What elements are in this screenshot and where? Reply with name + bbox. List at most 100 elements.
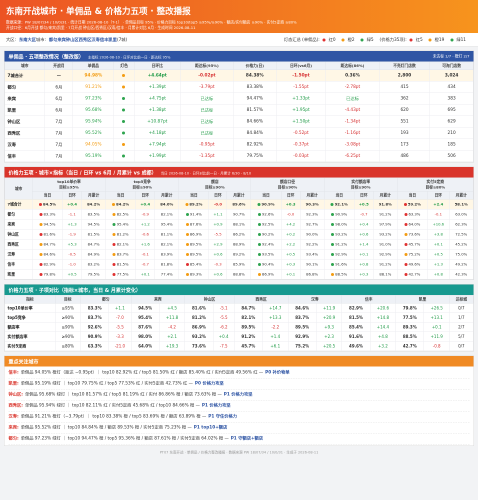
light-dot [122, 85, 126, 89]
value: +1.2 [140, 222, 150, 227]
row: 来宾 6月 97.23% +4.75pt 已达标 94.47% +1.33pt 已达标 362 3… [4, 92, 474, 105]
value: -1.0 [68, 262, 76, 267]
group-target: 目标≥90% [277, 185, 298, 190]
column-header: 可淘门店数 [429, 61, 474, 70]
city-header: 汉寿 [287, 295, 343, 304]
focus-item: 都匀: 单佣品 97.23% 绿灯 ｜ top10 94.47% 橙 / top5… [8, 434, 470, 445]
cell: +4.5 [159, 303, 186, 313]
value: 86.2% [232, 232, 245, 237]
light-dot [112, 213, 116, 216]
section-heading: 价格力五项 · 城市×指标（当日 / 日环 vs 6月 / 月累计 vs 成都）… [9, 169, 252, 177]
cell: 81.1% [154, 229, 180, 240]
cell: +0.1 [423, 322, 450, 332]
cell: -0.52pt [275, 127, 327, 139]
column-header: 目标 [54, 295, 81, 304]
cell: +0.5 [280, 249, 301, 260]
cell: +1.2 [135, 219, 156, 230]
group-target: 目标≥90% [132, 185, 152, 190]
cell: +0.5 [427, 249, 450, 260]
value: 93.2% [335, 232, 348, 237]
value: -0.0 [286, 212, 295, 217]
value: 62.3% [455, 222, 468, 227]
cell: 77.5% [395, 312, 425, 323]
value: 89.2% [232, 252, 245, 257]
city: 来宾: [8, 425, 19, 430]
cell: -3.79pt [180, 81, 234, 93]
value: -1.9 [68, 232, 76, 237]
sub-header: 日环 [62, 191, 82, 200]
city: 信丰 [4, 259, 33, 270]
cell: +0.4 [62, 199, 82, 210]
value: -0.3 [214, 262, 222, 267]
count: 2/7 [449, 322, 474, 332]
sub-header: 当日 [397, 191, 428, 200]
value: +0.5 [286, 252, 296, 257]
count: 1/7 [449, 312, 474, 323]
cell: 49.2% [448, 259, 474, 270]
value: 91.6% [335, 262, 348, 267]
value: +1.4 [359, 242, 369, 247]
cell: +1.39pt [134, 81, 181, 93]
cell: 82.1% [154, 239, 180, 250]
cell: 79.8% [32, 269, 63, 280]
cell: +4.18pt [134, 127, 181, 139]
light-dot [122, 73, 126, 77]
cell: 84.66% [233, 115, 277, 128]
cell: 629 [429, 115, 474, 128]
cell: 88.5% [395, 331, 425, 342]
cell: 91.8% [373, 199, 398, 210]
cell: -4.43pt [325, 104, 380, 116]
value: 86.9% [189, 232, 202, 237]
cell: 90.3% [299, 199, 325, 210]
table: 指标 目标 都匀 来宾 钟山区 西秀区 汉寿 信丰 凯里 达标城 top10单价率 ≥95% 83.3%… [4, 295, 474, 351]
section-right: 未达标 1/7 · 橙灯 2/7 [432, 54, 470, 59]
value: 90.2% [262, 232, 274, 237]
light-dot [122, 131, 126, 135]
cell: -1.1 [62, 209, 82, 220]
cell: +14.4 [369, 322, 396, 332]
cell: 91.2% [373, 209, 398, 220]
cell: 82.1% [105, 239, 137, 250]
light-count: 红5 [409, 38, 426, 43]
focus-item: 凯里: 单佣品 95.19% 绿灯 ｜ top10 79.75% 红 / top5… [8, 379, 470, 390]
cell: +0.9 [208, 219, 228, 230]
value: 73.6% [408, 232, 421, 237]
cell: +3.2 [369, 341, 396, 351]
cell: 89.3% [178, 269, 210, 280]
row: 7城合计 —94.98% +4.64pt -0.02pt 84.38% -1.50pt 0.… [4, 69, 474, 82]
meta-line: 开战口径：6月开战 都匀/来宾/凯里 · 7月开战 钟山区/西秀区/汉寿/信丰 … [6, 25, 196, 31]
value: +2.4 [433, 202, 444, 207]
value: +10.6 [432, 222, 445, 227]
city: 都匀 [48, 37, 58, 43]
cell: +0.1 [280, 269, 301, 280]
column-header: 日环(vs6月) [275, 61, 327, 70]
target: ≥80% [54, 341, 81, 351]
cell: 87.6% [130, 322, 160, 332]
value: 89.3% [189, 272, 202, 277]
value: 83.9% [160, 252, 173, 257]
city: 西秀区 [78, 37, 92, 43]
cell: 75.0% [448, 249, 474, 260]
light-dot [122, 142, 126, 146]
cell: 来宾 [4, 92, 46, 105]
value: -0.5 [68, 252, 76, 257]
city: 钟山区 [4, 229, 33, 240]
cell: 81.8% [154, 259, 180, 270]
cell: 81.6% [32, 229, 63, 240]
cell: 89.2% [226, 249, 252, 260]
cell: 77.4% [154, 269, 180, 280]
city: 来宾 [4, 219, 33, 230]
value: 94.5% [43, 222, 56, 227]
light-dot [185, 273, 189, 276]
region: 东南大区 [18, 37, 36, 43]
cell: 193 [378, 127, 431, 139]
cell: 86.9% [250, 269, 282, 280]
light-dot [39, 243, 43, 246]
value: +0.6 [359, 232, 369, 237]
cell: 84.9% [81, 249, 106, 260]
cell: 6月 [44, 92, 74, 105]
sub-header: 月累计 [299, 191, 325, 200]
cell: 82.5% [105, 209, 137, 220]
cell: 73.6% [397, 229, 428, 240]
value: 75.0% [455, 252, 468, 257]
